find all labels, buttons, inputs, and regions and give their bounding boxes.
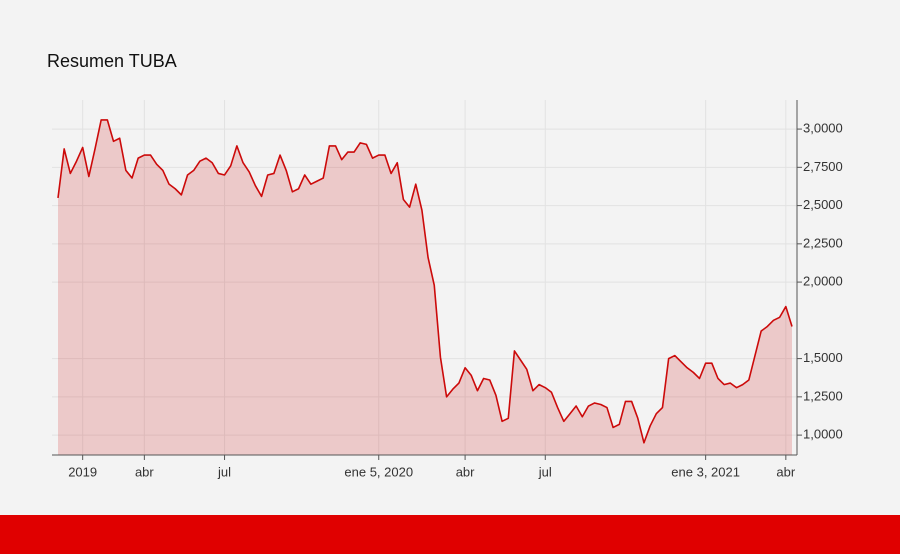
area-fill: [58, 119, 792, 455]
x-tick-label: abr: [776, 464, 795, 479]
footer-band: [0, 515, 900, 554]
y-tick-label: 2,7500: [803, 159, 843, 174]
x-tick-label: 2019: [68, 464, 97, 479]
y-tick-label: 2,5000: [803, 197, 843, 212]
y-tick-label: 1,0000: [803, 427, 843, 442]
chart-title: Resumen TUBA: [47, 51, 177, 71]
y-tick-label: 1,2500: [803, 388, 843, 403]
x-tick-label: ene 3, 2021: [671, 464, 740, 479]
y-tick-label: 1,5000: [803, 350, 843, 365]
y-tick-label: 2,0000: [803, 274, 843, 289]
x-tick-label: jul: [217, 464, 231, 479]
x-tick-label: ene 5, 2020: [344, 464, 413, 479]
x-tick-label: jul: [538, 464, 552, 479]
x-tick-label: abr: [456, 464, 475, 479]
line: [57, 119, 793, 444]
x-tick-label: abr: [135, 464, 154, 479]
y-tick-label: 2,2500: [803, 235, 843, 250]
y-tick-label: 3,0000: [803, 121, 843, 136]
